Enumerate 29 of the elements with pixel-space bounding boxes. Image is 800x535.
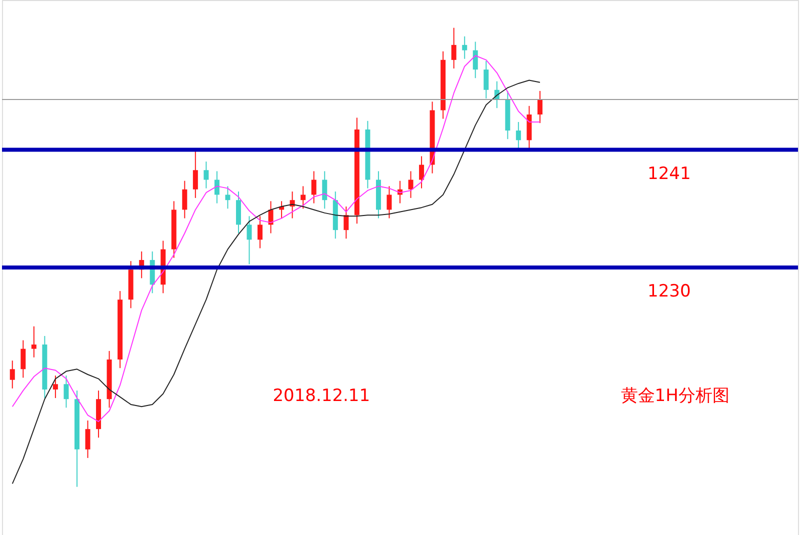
- text: 黄金1H分析图: [620, 386, 730, 406]
- candlestick: [225, 186, 230, 210]
- candlestick: [344, 206, 349, 240]
- candlestick: [451, 27, 456, 69]
- candlestick: [52, 375, 58, 399]
- candlestick: [85, 420, 90, 458]
- ref-line-label: 1230: [648, 282, 691, 302]
- candlestick: [516, 121, 521, 150]
- candlestick: [10, 360, 15, 389]
- candlestick: [537, 90, 542, 124]
- candlestick: [64, 375, 69, 408]
- candlestick: [462, 36, 468, 60]
- candlestick: [246, 216, 252, 265]
- candlestick: [300, 186, 306, 210]
- candlestick: [311, 170, 316, 204]
- ref-line-label: 1241: [648, 164, 691, 184]
- candlestick: [204, 161, 209, 189]
- candlestick: [472, 41, 478, 79]
- candlestick: [419, 156, 424, 189]
- candlestick: [31, 326, 36, 358]
- candlestick: [20, 340, 26, 378]
- candlestick: [484, 60, 489, 99]
- candlestick: [182, 180, 188, 219]
- candlestick: [258, 216, 263, 249]
- candlestick: [408, 170, 414, 198]
- annotation: 2018.12.11: [272, 386, 370, 406]
- candlestick: [192, 149, 198, 198]
- candlestick: [386, 186, 392, 219]
- candlestick: [322, 170, 328, 210]
